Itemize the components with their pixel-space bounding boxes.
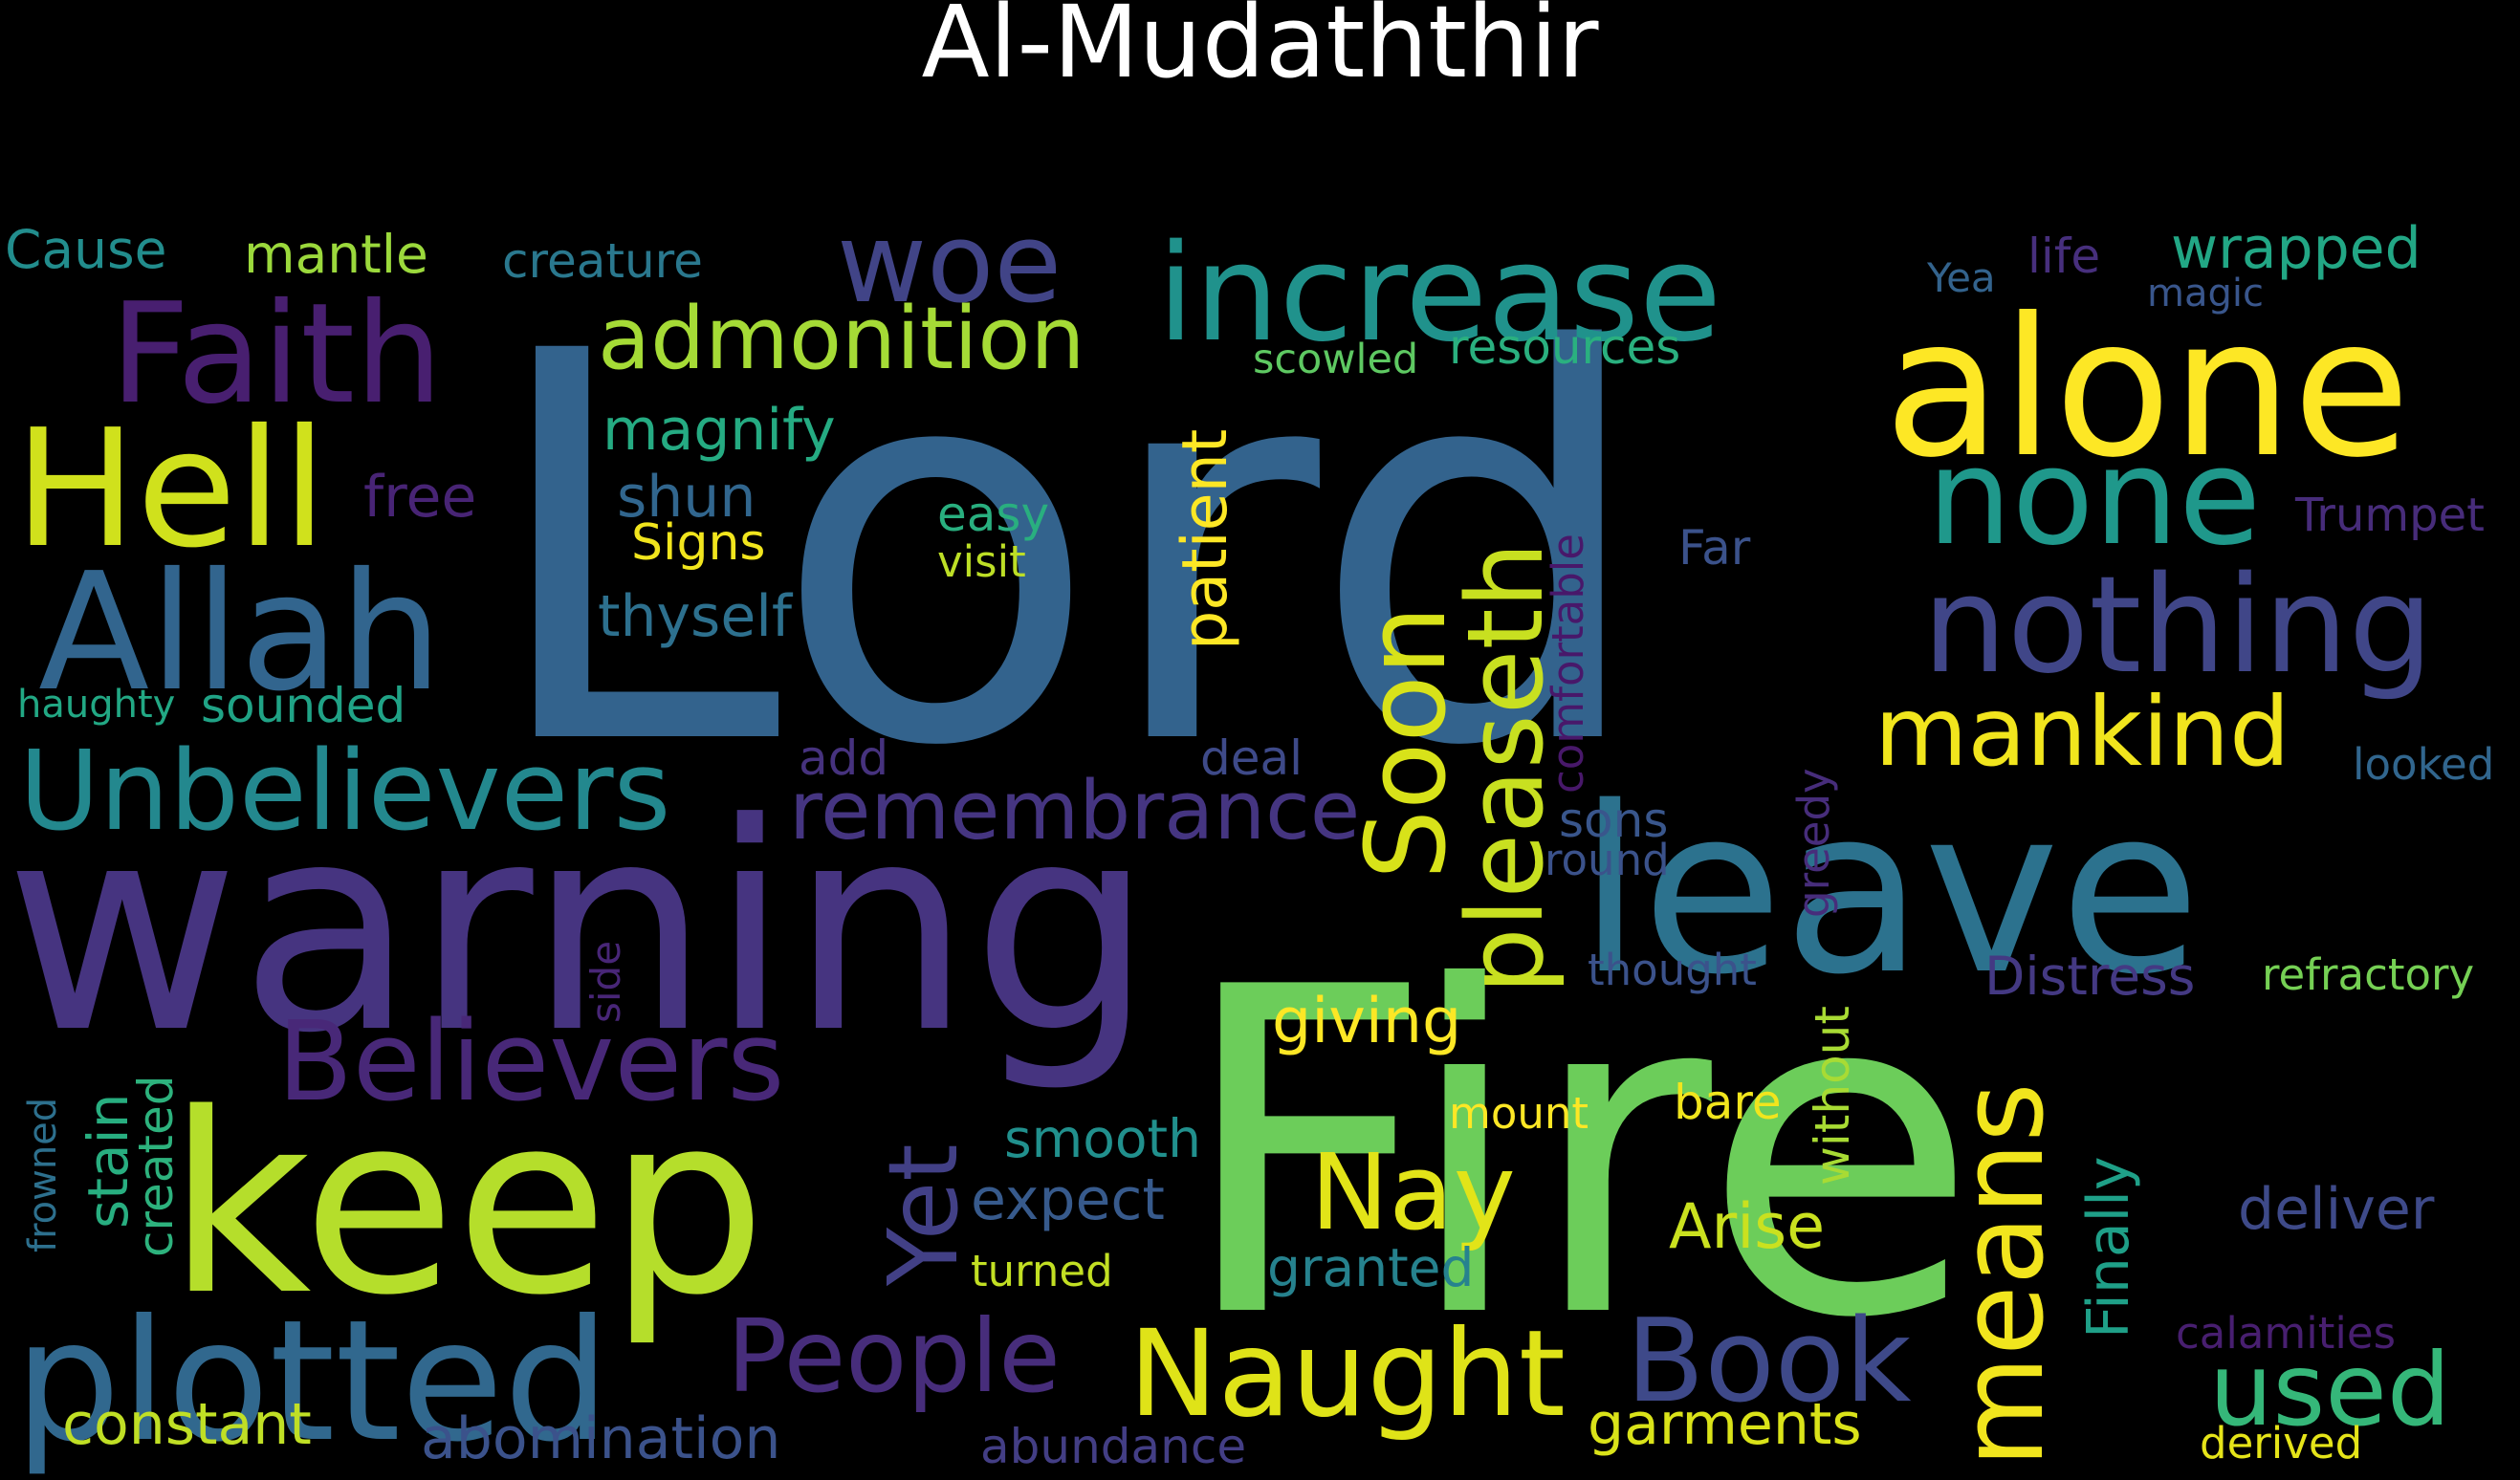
word-easy: easy [937, 487, 1049, 542]
word-derived: derived [2200, 1418, 2362, 1469]
word-means: means [1937, 1082, 2070, 1468]
word-unbelievers: Unbelievers [19, 728, 670, 856]
word-magic: magic [2147, 272, 2264, 316]
word-bare: bare [1674, 1075, 1782, 1130]
word-people: People [727, 1298, 1061, 1415]
word-sons: sons [1559, 793, 1668, 848]
word-lord: Lord [483, 240, 1651, 863]
word-frowned: frowned [21, 1098, 65, 1252]
word-comfortable: comfortable [1543, 533, 1593, 794]
word-created: created [128, 1076, 184, 1257]
word-refractory: refractory [2262, 949, 2474, 1000]
word-nay: Nay [1310, 1131, 1516, 1253]
word-expect: expect [971, 1166, 1165, 1233]
word-without: without [1805, 1006, 1860, 1186]
word-scowled: scowled [1253, 336, 1418, 383]
word-far: Far [1678, 520, 1751, 576]
word-add: add [799, 730, 888, 786]
word-believers: Believers [277, 998, 784, 1126]
word-free: free [363, 464, 476, 531]
word-alone: alone [1884, 277, 2410, 500]
word-arise: Arise [1669, 1191, 1825, 1263]
word-mankind: mankind [1874, 676, 2290, 788]
word-wrapped: wrapped [2171, 215, 2421, 282]
word-leave: leave [1578, 757, 2201, 1025]
word-life: life [2027, 229, 2100, 284]
word-abomination: abomination [421, 1405, 780, 1472]
word-trumpet: Trumpet [2294, 489, 2485, 542]
word-patient: patient [1170, 429, 1241, 650]
word-remembrance: remembrance [789, 764, 1360, 859]
word-soon: Soon [1343, 605, 1471, 880]
word-looked: looked [2353, 739, 2494, 790]
word-allah: Allah [38, 538, 443, 728]
word-nothing: nothing [1922, 548, 2434, 704]
word-naught: Naught [1129, 1305, 1566, 1444]
word-admonition: admonition [598, 289, 1085, 389]
word-warning: warning [5, 762, 1153, 1096]
word-cause: Cause [5, 219, 166, 280]
word-shun: shun [617, 464, 756, 531]
word-thought: thought [1588, 945, 1757, 995]
word-greedy: greedy [1788, 768, 1839, 918]
word-increase: increase [1157, 216, 1721, 372]
word-haughty: haughty [17, 683, 175, 727]
word-yea: Yea [1926, 254, 1996, 301]
word-none: none [1927, 420, 2261, 576]
word-creature: creature [502, 233, 703, 289]
word-faith: Faith [110, 273, 443, 435]
word-hell: Hell [14, 395, 327, 584]
word-sounded: sounded [201, 678, 405, 733]
word-keep: keep [167, 1061, 766, 1350]
word-used: used [2209, 1332, 2451, 1448]
word-smooth: smooth [1004, 1108, 1201, 1169]
word-thyself: thyself [598, 583, 794, 650]
word-woe: woe [837, 200, 1062, 328]
word-side: side [582, 941, 629, 1023]
word-turned: turned [971, 1246, 1113, 1296]
word-garments: garments [1588, 1391, 1862, 1458]
word-fire: Fire [1176, 893, 1979, 1416]
word-calamities: calamities [2176, 1308, 2396, 1359]
word-giving: giving [1272, 986, 1461, 1057]
word-constant: constant [62, 1391, 312, 1458]
word-mantle: mantle [244, 224, 428, 285]
word-deal: deal [1200, 730, 1303, 786]
word-book: Book [1626, 1295, 1912, 1428]
word-stain: stain [76, 1094, 141, 1229]
word-magnify: magnify [603, 397, 836, 464]
word-pleaseth: pleaseth [1444, 542, 1567, 994]
word-round: round [1545, 835, 1670, 885]
word-distress: Distress [1984, 946, 2195, 1007]
word-abundance: abundance [980, 1419, 1246, 1474]
word-yet: Yet [867, 1143, 979, 1287]
word-signs: Signs [631, 514, 766, 572]
page-title: Al-Mudaththir [921, 0, 1599, 100]
word-plotted: plotted [14, 1285, 610, 1479]
word-finally: Finally [2075, 1157, 2142, 1339]
word-deliver: deliver [2238, 1176, 2435, 1243]
word-visit: visit [937, 536, 1026, 587]
word-resources: resources [1449, 319, 1680, 375]
word-granted: granted [1267, 1237, 1474, 1298]
word-mount: mount [1449, 1088, 1589, 1139]
